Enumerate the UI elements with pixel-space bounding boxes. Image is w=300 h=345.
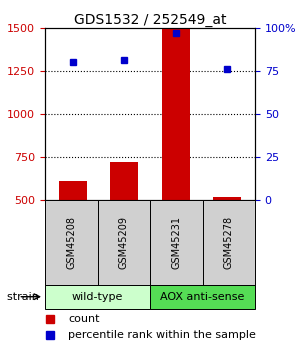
Bar <box>45 200 98 285</box>
Bar <box>45 285 150 309</box>
Bar <box>202 200 255 285</box>
Bar <box>110 162 139 200</box>
Bar <box>213 197 241 200</box>
Text: GSM45208: GSM45208 <box>66 216 76 269</box>
Text: percentile rank within the sample: percentile rank within the sample <box>68 330 256 340</box>
Text: GSM45209: GSM45209 <box>119 216 129 269</box>
Bar <box>161 28 190 200</box>
Text: GSM45231: GSM45231 <box>171 216 181 269</box>
Title: GDS1532 / 252549_at: GDS1532 / 252549_at <box>74 12 226 27</box>
Bar <box>150 285 255 309</box>
Bar <box>98 200 150 285</box>
Text: strain: strain <box>7 292 42 302</box>
Bar <box>59 181 87 200</box>
Bar <box>150 200 202 285</box>
Text: wild-type: wild-type <box>72 292 123 302</box>
Text: AOX anti-sense: AOX anti-sense <box>160 292 245 302</box>
Text: count: count <box>68 314 100 324</box>
Text: GSM45278: GSM45278 <box>224 216 234 269</box>
